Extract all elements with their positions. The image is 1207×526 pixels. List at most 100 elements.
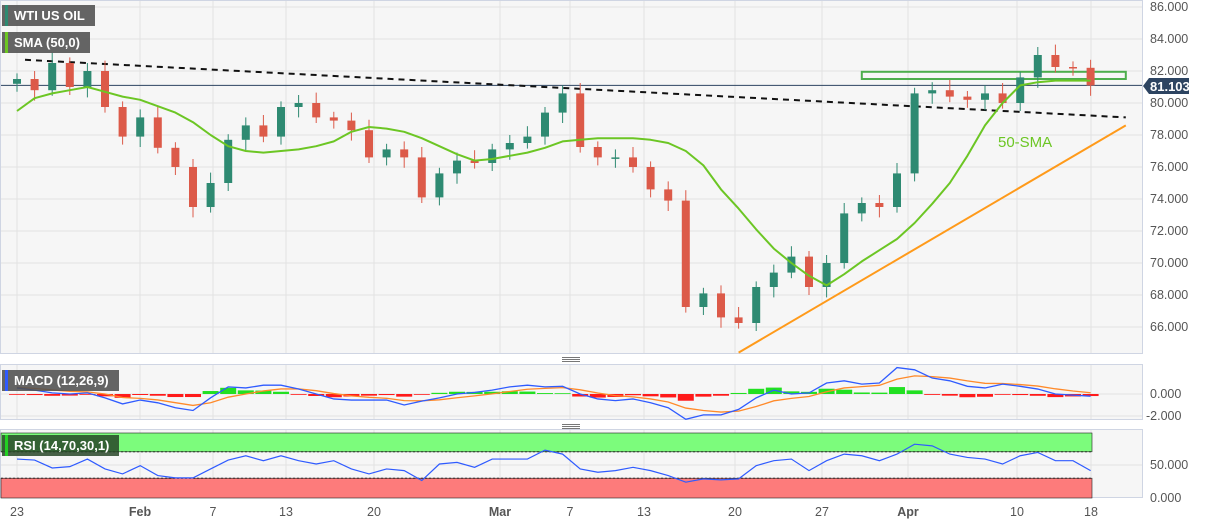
bearish-candle (347, 120, 356, 131)
bearish-candle (101, 71, 109, 107)
macd-histogram-bar (554, 393, 571, 395)
descending-trendline (24, 58, 1126, 119)
bearish-candle (171, 147, 180, 167)
rsi-tick: 0.000 (1150, 491, 1181, 505)
last-price-badge: 81.103 (1143, 78, 1190, 94)
macd-histogram-bar (1082, 394, 1099, 397)
bearish-candle (664, 189, 673, 201)
macd-histogram-bar (783, 391, 800, 394)
rsi-indicator-label[interactable]: RSI (14,70,30,1) (2, 435, 120, 456)
bearish-candle (963, 96, 972, 100)
macd-layer (9, 366, 1099, 420)
macd-histogram-bar (132, 394, 149, 395)
bullish-candle (48, 63, 57, 91)
bearish-candle (576, 93, 585, 147)
bullish-candle (241, 125, 250, 140)
instrument-label[interactable]: WTI US OIL (2, 5, 95, 26)
x-tick: 10 (1010, 505, 1024, 519)
price-tick: 82.000 (1150, 64, 1188, 78)
macd-signal-line (16, 375, 1091, 413)
bullish-candle (541, 112, 549, 137)
price-tick: 86.000 (1150, 0, 1188, 14)
time-axis: 23 Feb 7 13 20 Mar 7 13 20 27 Apr 10 18 (10, 505, 1098, 519)
rsi-zones (0, 432, 1093, 499)
x-tick: 20 (728, 505, 742, 519)
last-price-value: 81.103 (1150, 79, 1190, 94)
macd-pane[interactable] (0, 364, 1143, 420)
macd-histogram-bar (572, 394, 589, 397)
price-pane[interactable] (0, 0, 1143, 354)
price-tick: 68.000 (1150, 288, 1188, 302)
bearish-candle (629, 157, 637, 167)
rsi-layer (16, 443, 1091, 483)
price-tick: 74.000 (1150, 192, 1188, 206)
candles (13, 44, 1095, 331)
bearish-candle (717, 293, 725, 318)
rsi-overbought-zone (0, 432, 1093, 453)
pane-resize-handle[interactable] (562, 357, 580, 362)
macd-histogram-bar (713, 394, 729, 396)
macd-histogram-bar (9, 394, 25, 395)
rsi-line (16, 443, 1091, 483)
bearish-candle (681, 200, 690, 307)
macd-histogram-bar (730, 392, 747, 394)
x-tick: 20 (367, 505, 381, 519)
macd-histogram-bar (378, 394, 395, 396)
bullish-candle (435, 173, 444, 198)
macd-histogram-bar (185, 394, 201, 398)
bearish-candle (945, 90, 954, 97)
bearish-candle (189, 167, 197, 207)
bearish-candle (329, 117, 338, 121)
macd-histogram-bar (1047, 394, 1064, 398)
bullish-candle (294, 103, 303, 107)
macd-histogram-bar (906, 390, 923, 394)
macd-histogram-bar (836, 389, 853, 394)
macd-histogram-bar (748, 388, 765, 394)
macd-histogram-bar (97, 394, 113, 397)
macd-histogram-bar (61, 394, 78, 396)
pane-resize-handle[interactable] (562, 424, 580, 429)
macd-histogram-bar (501, 391, 518, 394)
bullish-candle (83, 71, 92, 87)
macd-histogram-bar (1029, 394, 1046, 396)
bearish-candle (470, 160, 479, 163)
bullish-candle (13, 79, 21, 84)
macd-histogram-bar (677, 394, 694, 401)
bearish-candle (30, 79, 39, 91)
price-tick: 72.000 (1150, 224, 1188, 238)
macd-histogram-bar (660, 394, 677, 398)
bearish-candle (417, 157, 426, 198)
bearish-candle (875, 203, 884, 207)
macd-histogram-bar (977, 394, 993, 397)
macd-histogram-bar (537, 393, 553, 394)
bullish-candle (910, 93, 919, 174)
macd-histogram-bar (519, 391, 536, 394)
price-axis: 86.000 84.000 82.000 80.000 78.000 76.00… (1146, 0, 1188, 505)
macd-histogram-bar (431, 392, 448, 394)
bearish-candle (1051, 55, 1060, 67)
drawings (1, 58, 1142, 354)
macd-histogram-bar (167, 394, 184, 398)
sma-layer (16, 79, 1091, 287)
bullish-candle (699, 293, 708, 307)
sma-indicator-label[interactable]: SMA (50,0) (2, 32, 90, 53)
bearish-candle (593, 147, 602, 158)
macd-histogram-bar (202, 391, 219, 394)
bullish-candle (1033, 55, 1042, 78)
macd-histogram-bar (484, 391, 501, 394)
bullish-candle (523, 136, 532, 143)
macd-histogram-bar (924, 394, 941, 395)
macd-histogram-bar (413, 394, 430, 395)
bullish-candle (558, 93, 567, 113)
macd-indicator-label[interactable]: MACD (12,26,9) (2, 370, 119, 391)
sma-annotation: 50-SMA (998, 134, 1053, 151)
x-tick: 7 (567, 505, 574, 519)
bearish-candle (998, 93, 1007, 103)
macd-histogram-bar (79, 394, 96, 395)
macd-histogram-bar (589, 394, 606, 398)
bearish-candle (1086, 67, 1095, 86)
macd-histogram-bar (941, 394, 958, 396)
bearish-candle (734, 317, 743, 323)
sma-50-line (16, 79, 1091, 287)
